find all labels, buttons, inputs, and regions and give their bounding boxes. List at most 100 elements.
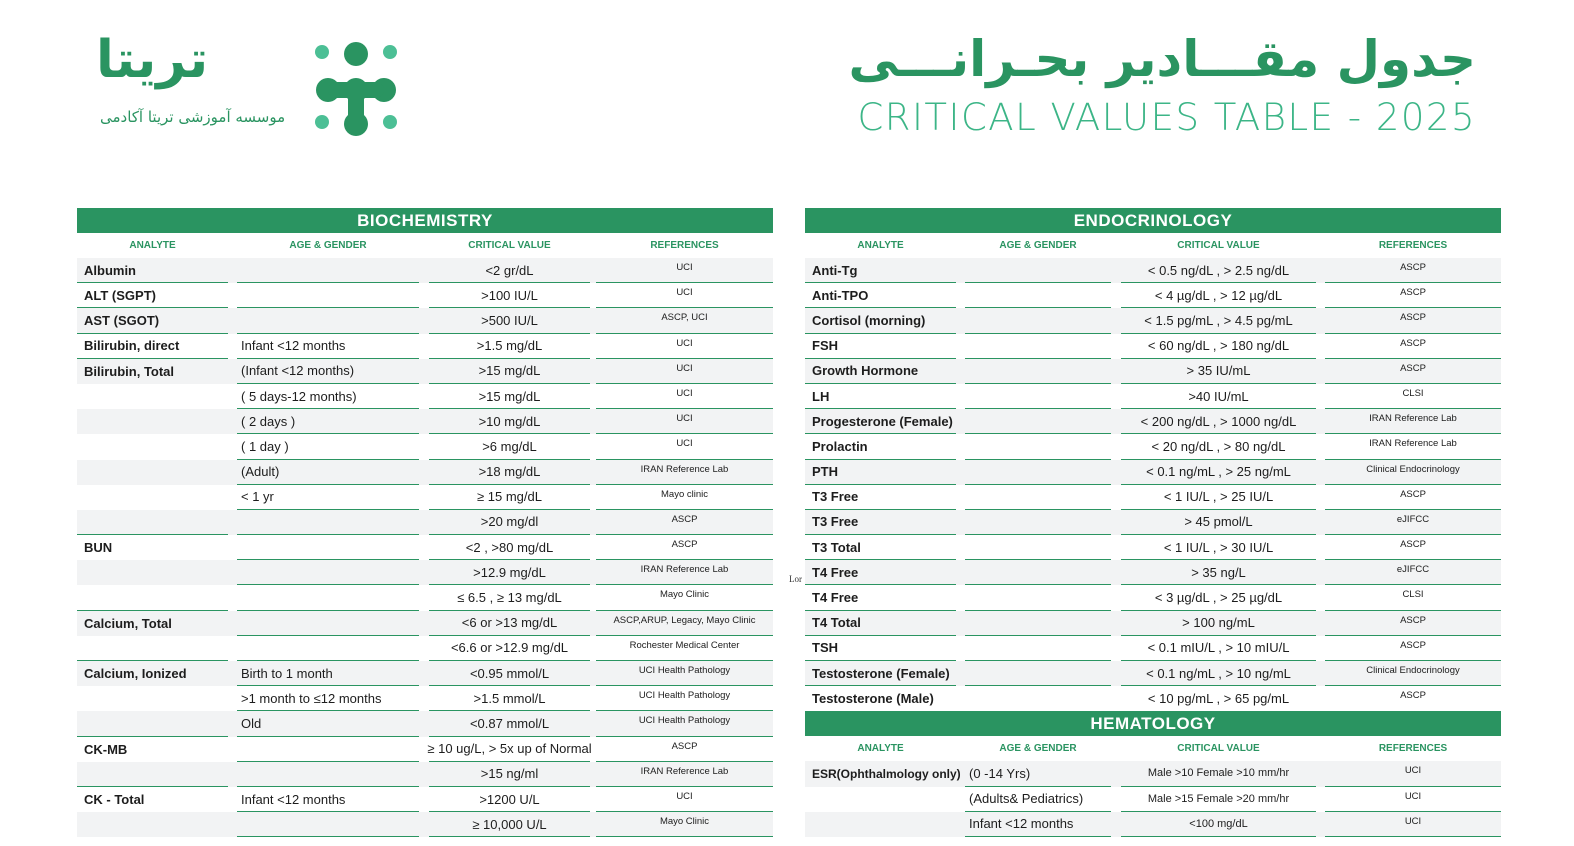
critical-value-cell: ≥ 15 mg/dL: [429, 485, 590, 510]
analyte-cell: [77, 485, 228, 510]
reference-cell: IRAN Reference Lab: [596, 560, 773, 586]
analyte-cell: [77, 636, 228, 661]
table-row: LH >40 IU/mL CLSI: [805, 384, 1501, 410]
critical-value-cell: >1200 U/L: [429, 787, 590, 813]
analyte-cell: Growth Hormone: [805, 359, 956, 384]
reference-cell: Mayo Clinic: [596, 812, 773, 838]
age-gender-cell: [965, 611, 1111, 636]
age-gender-cell: [965, 535, 1111, 561]
column-header-analyte: ANALYTE: [857, 743, 904, 755]
reference-cell: UCI: [596, 384, 773, 410]
reference-cell: UCI: [596, 283, 773, 309]
critical-value-cell: ≤ 6.5 , ≥ 13 mg/dL: [429, 585, 590, 611]
reference-cell: IRAN Reference Lab: [1325, 409, 1501, 435]
reference-cell: UCI: [596, 359, 773, 384]
biochemistry-table: BIOCHEMISTRY ANALYTE AGE & GENDER CRITICAL …: [77, 208, 773, 838]
table-row: T4 Total > 100 ng/mL ASCP: [805, 610, 1501, 636]
reference-cell: UCI Health Pathology: [596, 661, 773, 687]
critical-value-cell: <0.87 mmol/L: [429, 711, 590, 737]
critical-value-cell: < 4 µg/dL , > 12 µg/dL: [1121, 283, 1316, 309]
age-gender-cell: [965, 334, 1111, 359]
page-title-persian: جدول مقـــادیر بحـرانـــی: [848, 30, 1477, 88]
table-row: Bilirubin, Total (Infant <12 months) >15 m…: [77, 358, 773, 384]
critical-value-cell: < 3 µg/dL , > 25 µg/dL: [1121, 585, 1316, 611]
age-gender-cell: Infant <12 months: [965, 812, 1111, 837]
table-row: >1 month to ≤12 months >1.5 mmol/L UCI Hea…: [77, 686, 773, 712]
age-gender-cell: [965, 384, 1111, 410]
reference-cell: ASCP: [1325, 258, 1501, 284]
reference-cell: UCI: [1325, 812, 1501, 837]
age-gender-cell: [237, 258, 419, 284]
age-gender-cell: [965, 434, 1111, 460]
critical-value-cell: >10 mg/dL: [429, 409, 590, 435]
critical-value-cell: <6 or >13 mg/dL: [429, 611, 590, 636]
endocrinology-section-header: ENDOCRINOLOGY: [805, 208, 1501, 233]
table-row: Anti-TPO < 4 µg/dL , > 12 µg/dL ASCP: [805, 283, 1501, 309]
analyte-cell: [77, 686, 228, 711]
reference-cell: ASCP: [1400, 690, 1426, 702]
table-row: ( 5 days-12 months) >15 mg/dL UCI: [77, 384, 773, 410]
hematology-section-header: HEMATOLOGY: [805, 711, 1501, 737]
age-gender-cell: [965, 359, 1111, 384]
critical-value-cell: < 1 IU/L , > 30 IU/L: [1121, 535, 1316, 561]
analyte-cell: ESR(Ophthalmology only): [812, 766, 961, 781]
page-title-english: CRITICAL VALUES TABLE - 2025: [857, 96, 1476, 139]
table-row: T4 Free > 35 ng/L eJIFCC: [805, 560, 1501, 586]
reference-cell: ASCP: [1325, 485, 1501, 510]
table-row: Testosterone (Male) < 10 pg/mL , > 65 pg/…: [805, 686, 1501, 711]
age-gender-cell: [965, 661, 1111, 687]
biochemistry-section-header: BIOCHEMISTRY: [77, 208, 773, 233]
age-gender-cell: Infant <12 months: [237, 334, 419, 359]
analyte-cell: [77, 510, 228, 536]
table-row: Cortisol (morning) < 1.5 pg/mL , > 4.5 pg…: [805, 308, 1501, 334]
critical-value-cell: > 100 ng/mL: [1121, 611, 1316, 636]
stray-text: Lor: [789, 574, 802, 584]
age-gender-cell: [965, 409, 1111, 435]
analyte-cell: Bilirubin, Total: [84, 363, 175, 379]
reference-cell: ASCP: [596, 535, 773, 561]
critical-value-cell: >20 mg/dl: [429, 510, 590, 536]
reference-cell: UCI Health Pathology: [596, 711, 773, 737]
age-gender-cell: (Adults& Pediatrics): [965, 787, 1111, 812]
column-header-analyte: ANALYTE: [129, 240, 176, 251]
age-gender-cell: (Infant <12 months): [237, 359, 419, 384]
reference-cell: ASCP: [1325, 636, 1501, 661]
critical-value-cell: <2 , >80 mg/dL: [429, 535, 590, 561]
analyte-cell: FSH: [805, 334, 956, 359]
table-row: ( 2 days ) >10 mg/dL UCI: [77, 409, 773, 435]
critical-value-cell: ≥ 10,000 U/L: [429, 812, 590, 838]
critical-value-cell: < 0.1 mIU/L , > 10 mIU/L: [1121, 636, 1316, 661]
column-header-age: AGE & GENDER: [289, 240, 367, 251]
table-row: Calcium, Ionized Birth to 1 month <0.95 mm…: [77, 661, 773, 687]
critical-value-cell: >12.9 mg/dL: [429, 560, 590, 586]
age-gender-cell: [237, 535, 419, 561]
critical-value-cell: >15 ng/ml: [429, 762, 590, 787]
column-header-ref: REFERENCES: [650, 240, 719, 251]
analyte-cell: TSH: [805, 636, 956, 661]
reference-cell: UCI: [596, 434, 773, 460]
analyte-cell: Prolactin: [805, 434, 956, 460]
table-row: (Adult) >18 mg/dL IRAN Reference Lab: [77, 459, 773, 485]
table-row: T3 Free > 45 pmol/L eJIFCC: [805, 509, 1501, 536]
analyte-cell: Anti-TPO: [805, 283, 956, 309]
age-gender-cell: Birth to 1 month: [237, 661, 419, 687]
analyte-cell: Anti-Tg: [805, 258, 956, 284]
logo: تریتا موسسه آموزشی تریتا آکادمی: [96, 30, 406, 138]
age-gender-cell: >1 month to ≤12 months: [237, 686, 419, 712]
critical-value-cell: ≥ 10 ug/L, > 5x up of Normal: [427, 737, 592, 762]
analyte-cell: [77, 384, 228, 409]
table-row: CK-MB ≥ 10 ug/L, > 5x up of Normal ASCP: [77, 737, 773, 762]
analyte-cell: T4 Total: [805, 611, 956, 636]
analyte-cell: T3 Free: [805, 510, 956, 536]
age-gender-cell: Infant <12 months: [237, 787, 419, 813]
analyte-cell: Calcium, Total: [84, 615, 172, 631]
critical-value-cell: < 0.5 ng/dL , > 2.5 ng/dL: [1121, 258, 1316, 284]
analyte-cell: Testosterone (Female): [805, 661, 956, 687]
reference-cell: ASCP: [1325, 334, 1501, 359]
age-gender-cell: [965, 308, 1111, 334]
table-row: Prolactin < 20 ng/dL , > 80 ng/dL IRAN Ref…: [805, 434, 1501, 460]
critical-value-cell: > 35 IU/mL: [1121, 359, 1316, 384]
reference-cell: Clinical Endocrinology: [1325, 460, 1501, 485]
age-gender-cell: [965, 485, 1111, 510]
critical-value-cell: >15 mg/dL: [429, 359, 590, 384]
